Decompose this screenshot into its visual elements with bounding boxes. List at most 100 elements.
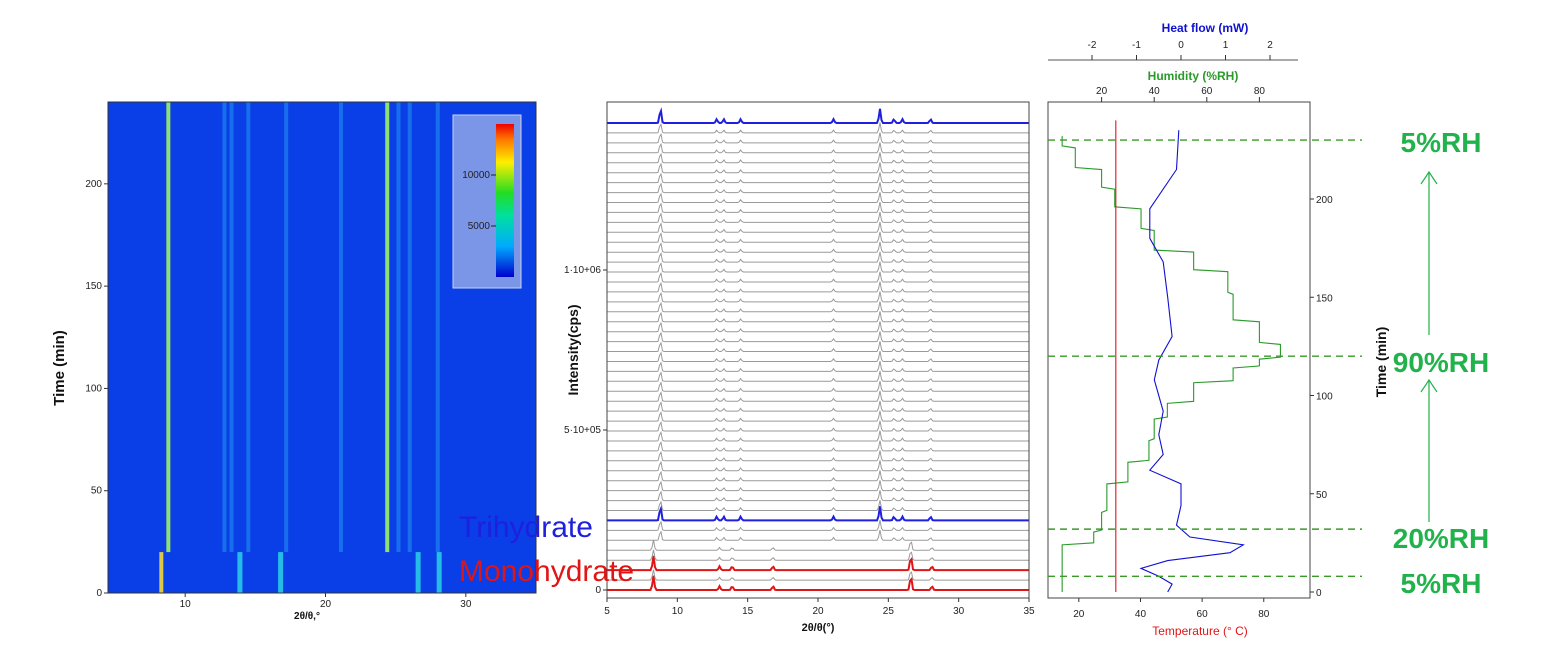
xrd-pattern — [607, 261, 1029, 273]
xrd-plot-area — [607, 102, 1029, 598]
xrd-pattern — [607, 211, 1029, 223]
heatmap-stripe-trihydrate — [284, 102, 289, 553]
xrd-pattern — [607, 519, 1029, 531]
heatmap-stripe-monohydrate — [278, 552, 284, 593]
xrd-pattern — [607, 380, 1029, 392]
xrd-pattern — [607, 152, 1029, 164]
temperature-ticks: 20 40 60 80 — [1073, 598, 1270, 620]
heatmap-stripe-monohydrate — [436, 552, 442, 593]
temperature-tick-label: 80 — [1258, 609, 1270, 620]
xrd-pattern — [607, 182, 1029, 194]
heatmap-stripe-trihydrate — [396, 102, 401, 553]
xrd-pattern — [607, 450, 1029, 462]
xrd-pattern — [607, 390, 1029, 402]
heatmap-stripe-trihydrate — [407, 102, 412, 553]
colorbar: 5000 10000 — [452, 114, 522, 289]
heatmap-y-label: Time (min) — [51, 330, 68, 406]
xrd-pattern — [607, 331, 1029, 343]
heatflow-curve — [1139, 130, 1245, 593]
xrd-x-tick-label: 10 — [672, 606, 684, 617]
trihydrate-label: Trihydrate — [459, 511, 593, 544]
xrd-pattern-monohydrate — [607, 555, 1029, 572]
heatmap-y-tick-label: 200 — [85, 179, 102, 190]
heatmap-marks — [159, 102, 442, 593]
xrd-pattern — [607, 311, 1029, 323]
xrd-pattern — [607, 430, 1029, 442]
xrd-pattern — [607, 480, 1029, 492]
xrd-pattern-trihydrate — [607, 107, 1029, 124]
heatflow-tick-label: 2 — [1267, 40, 1273, 51]
heatmap-stripe-monohydrate — [237, 552, 243, 593]
heatmap-y-tick-label: 100 — [85, 383, 102, 394]
temperature-tick-label: 60 — [1197, 609, 1209, 620]
xrd-pattern — [607, 142, 1029, 154]
xrd-x-ticks: 5 10 15 20 25 30 35 — [604, 598, 1035, 617]
xrd-x-tick-label: 25 — [883, 606, 895, 617]
xrd-pattern — [607, 231, 1029, 243]
arrow-head-upper — [1420, 170, 1438, 185]
time-tick-label: 0 — [1316, 588, 1322, 599]
heatflow-tick-label: -1 — [1132, 40, 1141, 51]
xrd-y-label: Intensity(cps) — [565, 304, 581, 395]
heatmap-y-tick-label: 50 — [91, 486, 103, 497]
xrd-x-tick-label: 30 — [953, 606, 965, 617]
xrd-y-tick-label: 1·10+06 — [564, 265, 601, 276]
xrd-y-ticks: 0 5·10+05 1·10+06 — [564, 265, 607, 596]
xrd-pattern — [607, 241, 1029, 253]
xrd-pattern — [607, 420, 1029, 432]
humidity-tick-label: 40 — [1149, 86, 1161, 97]
heatmap-stripe-trihydrate — [222, 102, 227, 553]
xrd-pattern — [607, 192, 1029, 203]
xrd-pattern — [607, 172, 1029, 184]
time-tick-label: 150 — [1316, 293, 1333, 304]
xrd-pattern — [607, 529, 1029, 541]
time-axis-label: Time (min) — [1373, 327, 1389, 398]
heatmap-x-tick-label: 20 — [320, 599, 332, 610]
xrd-pattern — [607, 162, 1029, 174]
xrd-pattern — [607, 400, 1029, 412]
rh-marker-label: 5%RH — [1401, 568, 1482, 599]
colorbar-gradient — [496, 124, 514, 277]
xrd-pattern — [607, 500, 1029, 511]
xrd-pattern — [607, 271, 1029, 283]
humidity-tick-label: 60 — [1201, 86, 1213, 97]
temperature-tick-label: 20 — [1073, 609, 1085, 620]
xrd-pattern — [607, 122, 1029, 134]
heatflow-tick-label: 1 — [1223, 40, 1229, 51]
xrd-pattern — [607, 321, 1029, 333]
heatmap-x-label: 2θ/θ,° — [294, 611, 320, 622]
humidity-axis-label: Humidity (%RH) — [1148, 69, 1239, 83]
heatmap-y-tick-label: 150 — [85, 281, 102, 292]
heatflow-axis-label: Heat flow (mW) — [1162, 21, 1249, 35]
xrd-x-tick-label: 15 — [742, 606, 754, 617]
rh-markers: 5%RH 90%RH 20%RH 5%RH — [1048, 127, 1489, 599]
colorbar-tick-label: 10000 — [462, 170, 490, 181]
time-tick-label: 200 — [1316, 195, 1333, 206]
heatmap-stripe-trihydrate — [166, 102, 171, 553]
heatmap-panel: 10 20 30 0 50 100 150 200 2θ/θ,° Time (min) 50… — [51, 101, 537, 622]
xrd-pattern — [607, 410, 1029, 422]
heatmap-y-ticks: 0 50 100 150 200 — [85, 179, 108, 599]
xrd-x-tick-label: 35 — [1023, 606, 1035, 617]
xrd-x-label: 2θ/θ(°) — [802, 622, 835, 634]
humidity-ticks: 20 40 60 80 — [1096, 86, 1265, 102]
heatmap-stripe-trihydrate — [385, 102, 390, 553]
xrd-pattern — [607, 281, 1029, 293]
xrd-pattern — [607, 350, 1029, 362]
rh-marker-label: 5%RH — [1401, 127, 1482, 158]
heatmap-stripe-monohydrate — [415, 552, 421, 593]
arrow-head-lower — [1420, 378, 1438, 393]
heatmap-stripe-monohydrate — [159, 552, 164, 593]
dvs-panel: -2 -1 0 1 2 Heat flow (mW) 20 40 60 80 Humidity… — [1047, 21, 1489, 638]
heatmap-x-tick-label: 10 — [180, 599, 192, 610]
rh-marker-label: 90%RH — [1393, 347, 1489, 378]
dvs-frame — [1047, 101, 1311, 599]
xrd-pattern — [607, 370, 1029, 382]
xrd-pattern — [607, 569, 1029, 581]
heatmap-stripe-trihydrate — [229, 102, 234, 553]
time-tick-label: 50 — [1316, 490, 1328, 501]
humidity-tick-label: 20 — [1096, 86, 1108, 97]
xrd-pattern — [607, 132, 1029, 144]
xrd-pattern-monohydrate — [607, 575, 1029, 591]
